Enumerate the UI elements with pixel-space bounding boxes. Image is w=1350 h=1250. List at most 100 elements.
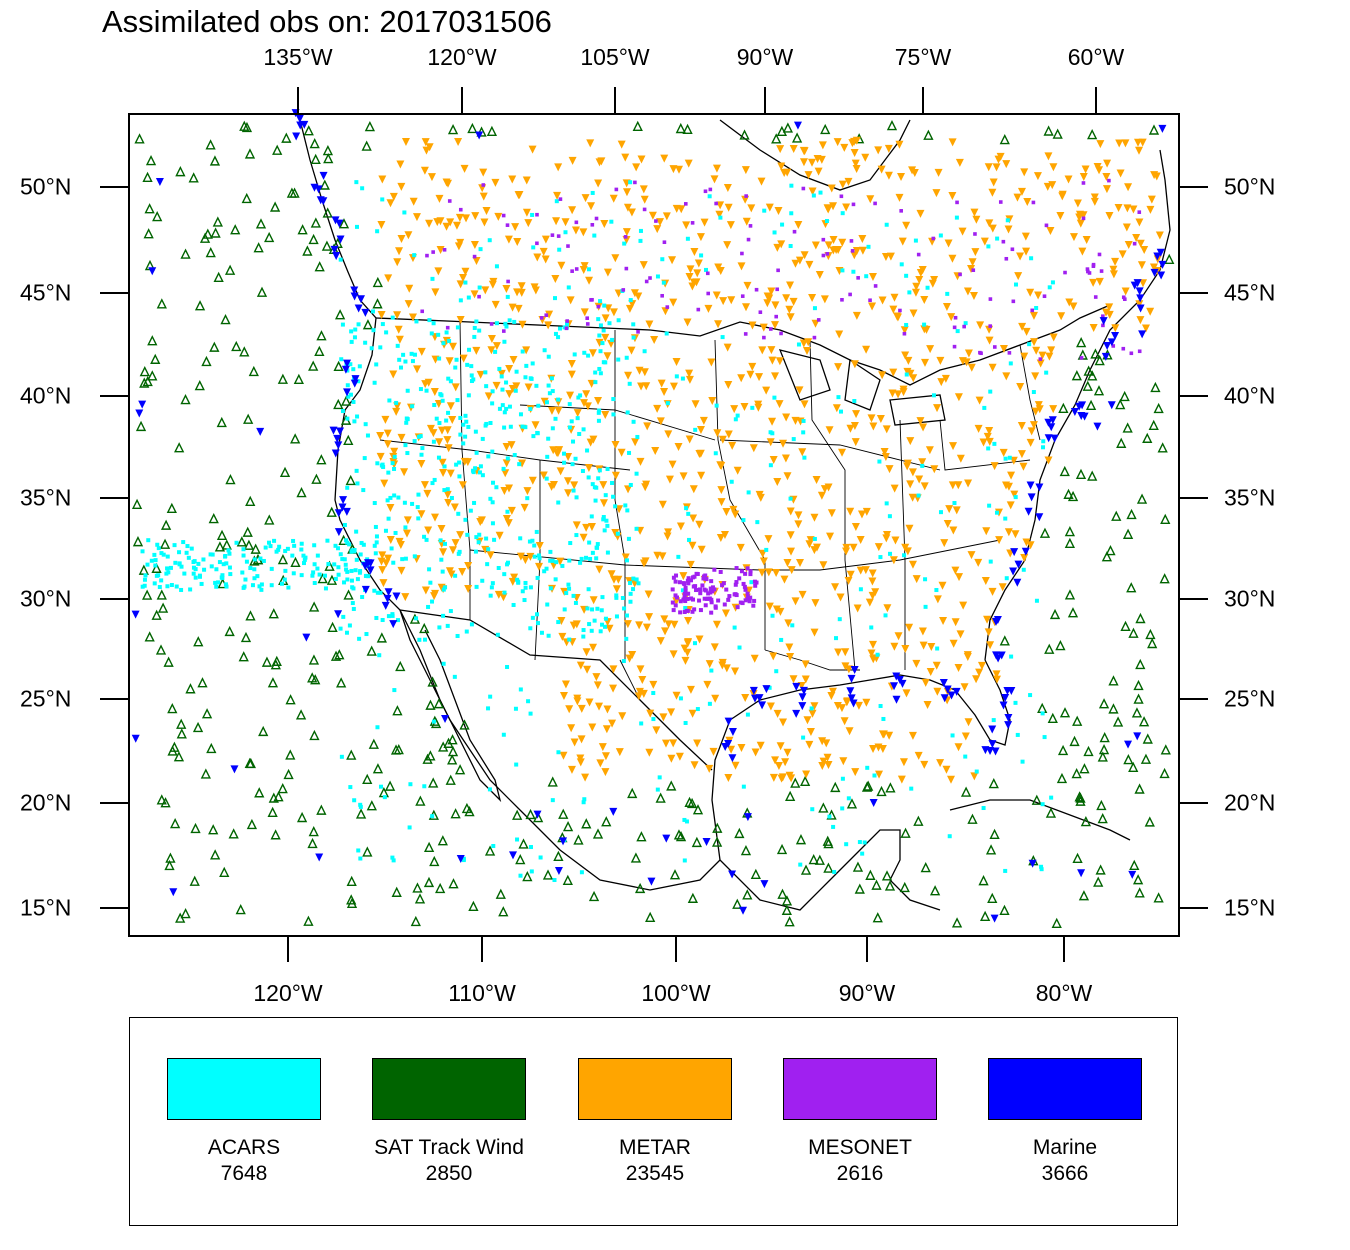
obs-symbol xyxy=(505,664,510,669)
obs-symbol xyxy=(310,153,321,164)
obs-symbol xyxy=(463,413,468,418)
obs-symbol xyxy=(638,676,647,685)
obs-symbol xyxy=(682,858,687,863)
obs-symbol xyxy=(539,630,544,635)
obs-symbol xyxy=(484,845,496,856)
obs-symbol xyxy=(440,398,445,403)
obs-symbol xyxy=(517,282,526,291)
legend-count: 2616 xyxy=(836,1162,884,1185)
obs-symbol xyxy=(1129,205,1138,214)
obs-symbol xyxy=(819,757,828,766)
obs-symbol xyxy=(795,558,804,567)
obs-symbol xyxy=(1013,578,1022,587)
obs-symbol xyxy=(614,187,619,192)
obs-symbol xyxy=(596,759,605,768)
obs-symbol xyxy=(768,463,773,468)
obs-symbol xyxy=(460,164,469,173)
obs-symbol xyxy=(417,637,422,642)
obs-symbol xyxy=(592,828,604,839)
obs-symbol xyxy=(489,585,494,590)
obs-symbol xyxy=(785,790,796,801)
obs-symbol xyxy=(878,371,887,380)
obs-symbol xyxy=(182,571,187,576)
obs-symbol xyxy=(586,353,591,358)
obs-symbol xyxy=(906,480,915,489)
obs-symbol xyxy=(644,590,653,599)
obs-symbol xyxy=(685,435,694,444)
obs-symbol xyxy=(1132,874,1144,885)
obs-symbol xyxy=(982,405,987,410)
obs-symbol xyxy=(655,787,660,792)
obs-symbol xyxy=(466,393,471,398)
obs-symbol xyxy=(851,202,856,207)
obs-symbol xyxy=(165,554,170,559)
obs-symbol xyxy=(1034,598,1039,603)
obs-symbol xyxy=(886,119,898,131)
obs-symbol xyxy=(339,754,344,759)
obs-symbol xyxy=(600,341,605,346)
obs-symbol xyxy=(691,597,696,602)
obs-symbol xyxy=(362,846,373,857)
obs-symbol xyxy=(584,464,593,473)
obs-symbol xyxy=(576,395,581,400)
obs-symbol xyxy=(444,498,453,507)
obs-symbol xyxy=(786,281,795,290)
obs-symbol xyxy=(954,663,963,672)
obs-symbol xyxy=(334,509,343,518)
obs-symbol xyxy=(155,177,164,186)
obs-symbol xyxy=(354,468,359,473)
obs-symbol xyxy=(544,321,553,330)
obs-symbol xyxy=(827,691,836,700)
obs-symbol xyxy=(723,241,732,250)
obs-symbol xyxy=(520,424,525,429)
obs-symbol xyxy=(444,444,453,453)
obs-symbol xyxy=(1019,462,1028,471)
obs-symbol xyxy=(505,456,510,461)
obs-symbol xyxy=(936,759,945,768)
obs-symbol xyxy=(773,478,782,487)
obs-symbol xyxy=(1009,567,1018,576)
obs-symbol xyxy=(649,680,658,689)
obs-symbol xyxy=(245,495,256,507)
obs-symbol xyxy=(448,609,453,614)
obs-symbol xyxy=(201,355,212,367)
obs-symbol xyxy=(428,580,433,585)
obs-symbol xyxy=(522,598,527,603)
obs-symbol xyxy=(530,283,539,292)
obs-symbol xyxy=(1013,495,1018,500)
obs-symbol xyxy=(376,632,387,643)
obs-symbol xyxy=(925,285,930,290)
obs-symbol xyxy=(435,438,444,447)
obs-symbol xyxy=(1017,421,1026,430)
obs-symbol xyxy=(1160,513,1171,524)
obs-symbol xyxy=(507,404,512,409)
obs-symbol xyxy=(781,454,790,463)
obs-symbol xyxy=(799,339,808,348)
obs-symbol xyxy=(661,307,670,316)
obs-symbol xyxy=(453,573,458,578)
obs-symbol xyxy=(448,546,457,555)
obs-symbol xyxy=(951,618,960,627)
obs-symbol xyxy=(1108,675,1119,686)
obs-symbol xyxy=(837,704,846,713)
obs-symbol xyxy=(447,734,458,745)
obs-symbol xyxy=(263,545,268,550)
obs-symbol xyxy=(585,606,590,611)
obs-symbol xyxy=(430,388,439,397)
obs-symbol xyxy=(732,625,737,630)
obs-symbol xyxy=(683,585,688,590)
bottom-lon-label: 110°W xyxy=(448,980,516,1006)
obs-symbol xyxy=(431,321,436,326)
obs-symbol xyxy=(947,313,956,322)
obs-symbol xyxy=(479,168,488,177)
obs-symbol xyxy=(252,557,257,562)
obs-symbol xyxy=(1133,679,1144,691)
obs-symbol xyxy=(955,200,959,205)
obs-symbol xyxy=(372,380,377,385)
obs-symbol xyxy=(620,595,625,600)
obs-symbol xyxy=(392,407,401,416)
obs-symbol xyxy=(909,786,914,791)
obs-symbol xyxy=(502,285,511,294)
obs-symbol xyxy=(611,471,620,480)
obs-symbol xyxy=(614,595,619,600)
